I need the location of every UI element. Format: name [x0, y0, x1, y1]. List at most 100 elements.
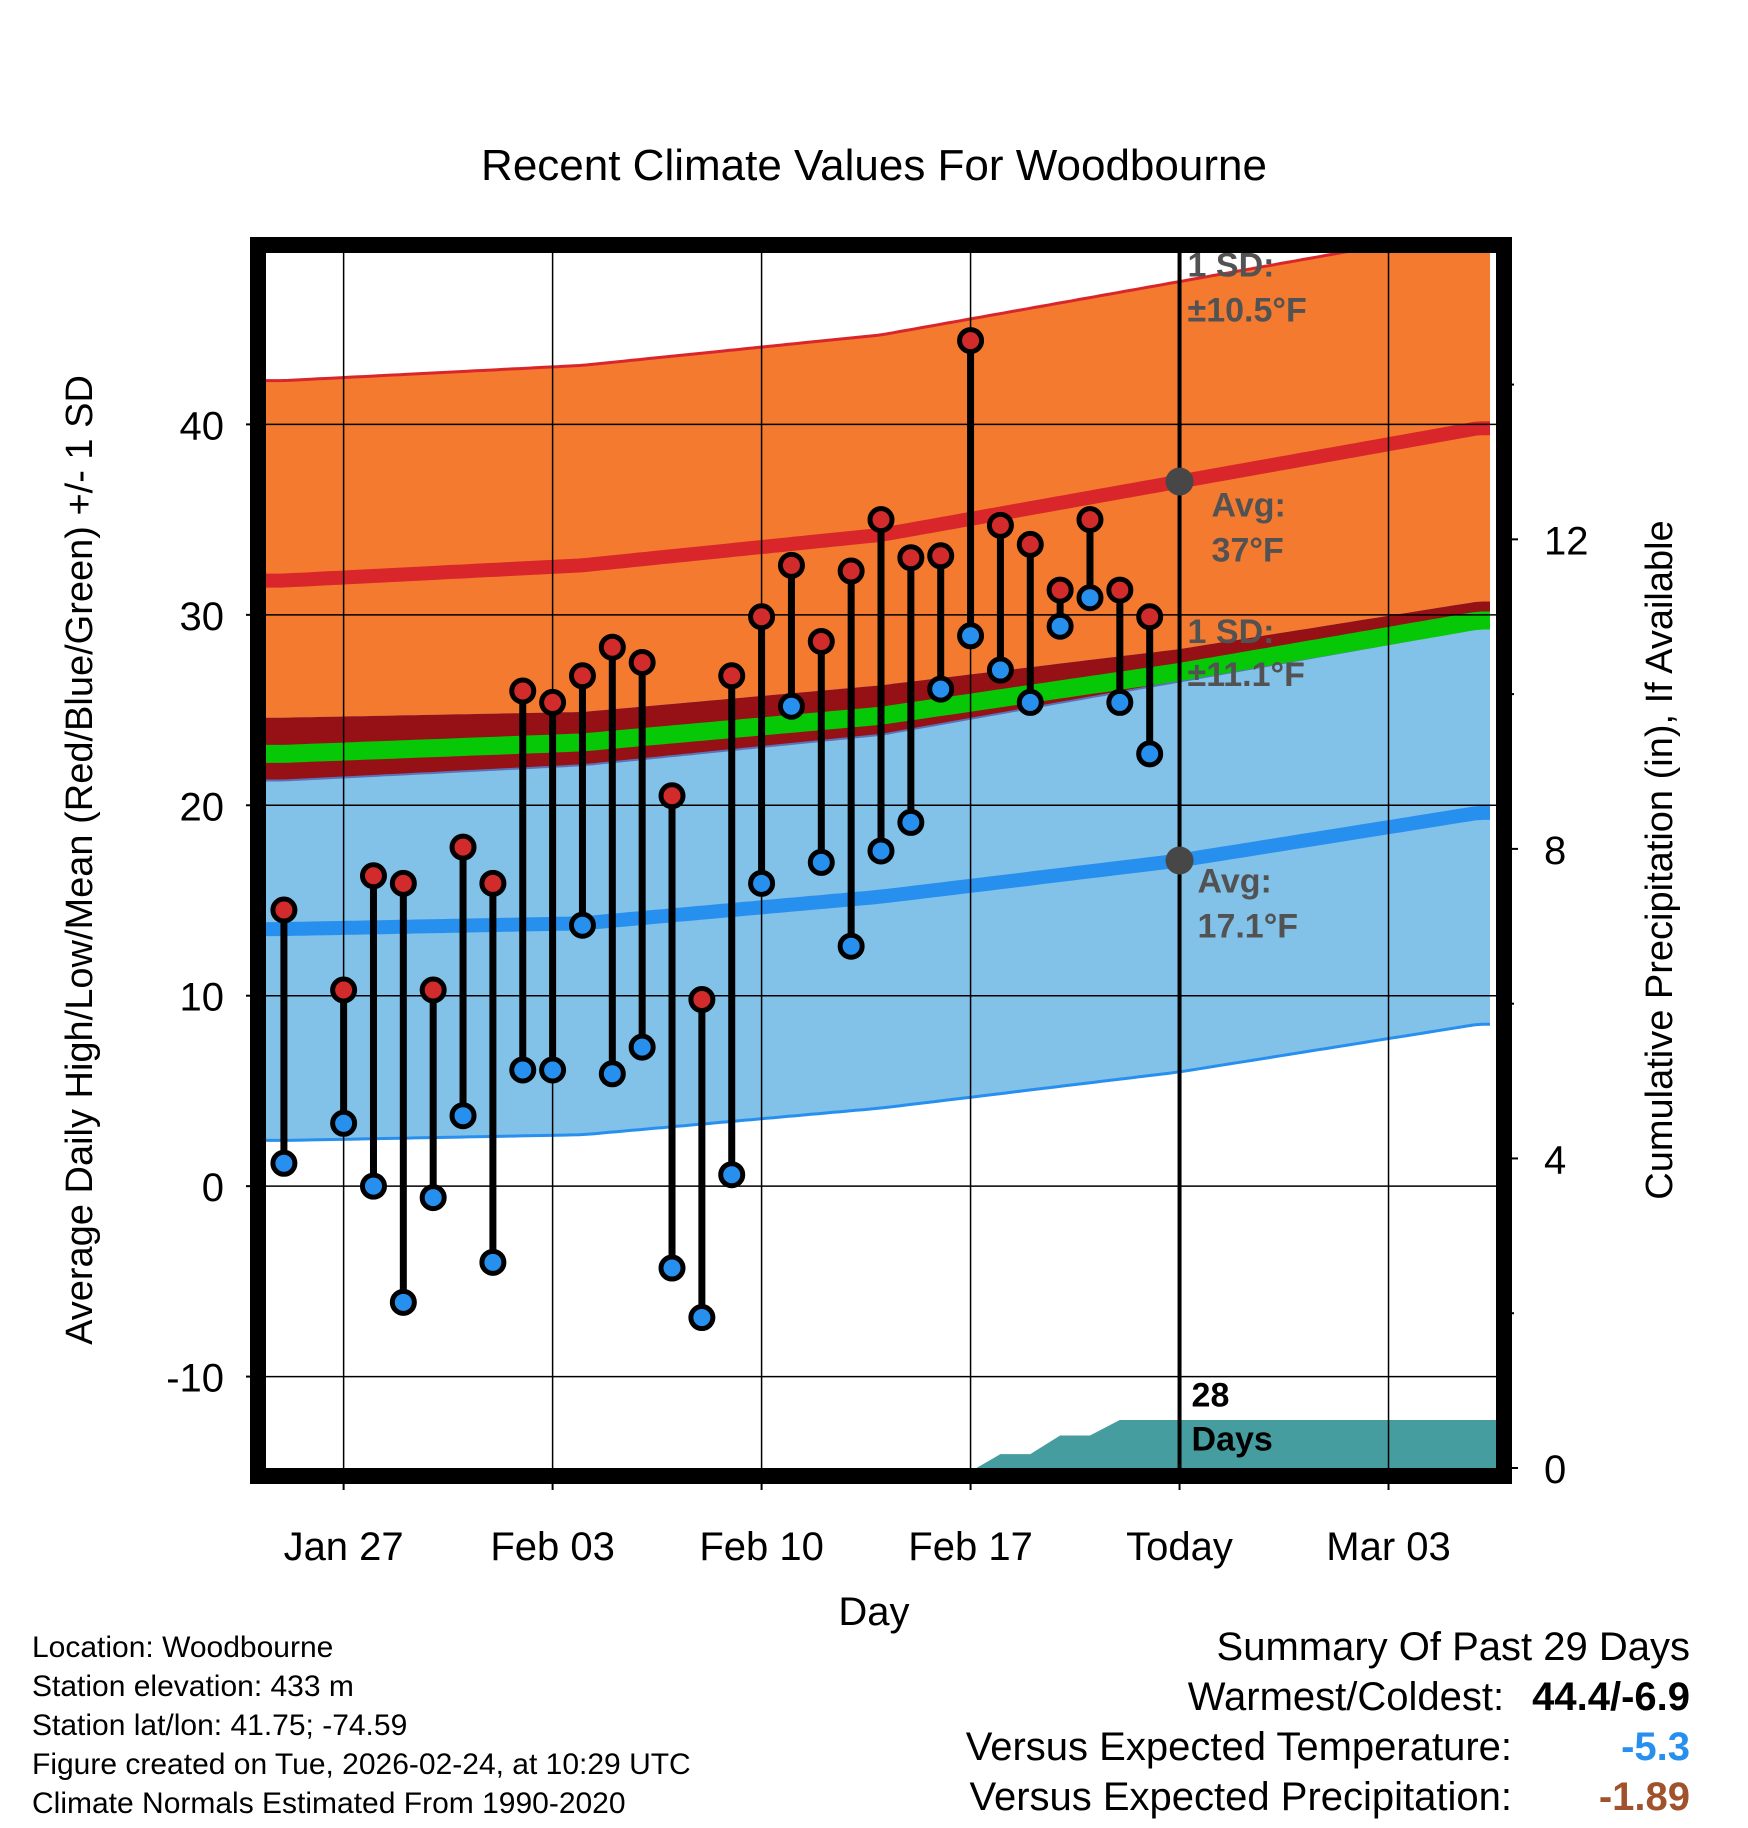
info-created: Figure created on Tue, 2026-02-24, at 10…	[32, 1748, 691, 1781]
today-high-avg-marker	[1165, 467, 1194, 496]
obs-low-point	[1136, 740, 1164, 768]
obs-high-point	[598, 633, 626, 661]
y-tick-label: 40	[180, 404, 225, 448]
obs-low-point	[628, 1033, 656, 1061]
obs-high-point	[419, 976, 447, 1004]
obs-high-point	[927, 542, 955, 570]
obs-high-point	[867, 506, 895, 534]
summary-warmest-label: Warmest/Coldest:	[1187, 1675, 1505, 1719]
cumulative-precip-area	[976, 1420, 1496, 1468]
obs-high-point	[539, 688, 567, 716]
obs-low-point	[509, 1056, 537, 1084]
low-avg-label: Avg:	[1198, 863, 1272, 901]
obs-high-point	[389, 869, 417, 897]
info-latlon: Station lat/lon: 41.75; -74.59	[32, 1709, 408, 1742]
y2-tick-label: 0	[1544, 1448, 1566, 1492]
obs-high-point	[568, 662, 596, 690]
obs-high-point	[359, 862, 387, 890]
obs-low-point	[1106, 688, 1134, 716]
obs-low-point	[1016, 688, 1044, 716]
obs-high-point	[1016, 530, 1044, 558]
summary-warmest-value: 44.4/-6.9	[1532, 1675, 1690, 1719]
obs-low-point	[359, 1172, 387, 1200]
obs-low-point	[568, 911, 596, 939]
x-tick-label: Feb 10	[699, 1525, 824, 1569]
y-axis-label: Average Daily High/Low/Mean (Red/Blue/Gr…	[59, 375, 101, 1345]
obs-high-point	[807, 627, 835, 655]
obs-high-point	[449, 833, 477, 861]
summary-precip-row: Versus Expected Precipitation: -1.89	[966, 1772, 1690, 1822]
plot-area: 1 SD: ±10.5°F Avg: 37°F 1 SD: ±11.1°F Avg: 17.1…	[266, 247, 1496, 1468]
obs-high-point	[777, 551, 805, 579]
x-tick-label: Feb 17	[908, 1525, 1033, 1569]
x-tick-label: Mar 03	[1326, 1525, 1451, 1569]
y-tick-label: 0	[202, 1166, 224, 1210]
obs-low-point	[449, 1102, 477, 1130]
summary-panel: Summary Of Past 29 Days Warmest/Coldest:…	[966, 1622, 1690, 1822]
info-normals: Climate Normals Estimated From 1990-2020	[32, 1787, 626, 1820]
obs-low-point	[688, 1304, 716, 1332]
x-tick-label: Feb 03	[490, 1525, 615, 1569]
obs-high-point	[658, 782, 686, 810]
obs-high-point	[509, 677, 537, 705]
y-tick-label: -10	[166, 1357, 224, 1401]
info-location: Location: Woodbourne	[32, 1631, 334, 1664]
low-sd-label: 1 SD:	[1188, 613, 1275, 651]
obs-high-point	[837, 557, 865, 585]
y-tick-label: 30	[180, 595, 225, 639]
low-normal-line	[266, 805, 1490, 937]
summary-precip-label: Versus Expected Precipitation:	[969, 1775, 1512, 1819]
station-info: Location: Woodbourne Station elevation: …	[32, 1628, 691, 1823]
obs-high-point	[1046, 576, 1074, 604]
obs-low-point	[479, 1248, 507, 1276]
chart-title: Recent Climate Values For Woodbourne	[481, 141, 1267, 190]
plot-border	[250, 237, 1512, 1484]
obs-low-point	[986, 656, 1014, 684]
summary-title: Summary Of Past 29 Days	[1216, 1625, 1690, 1669]
x-tick-label: Jan 27	[284, 1525, 404, 1569]
obs-high-point	[718, 662, 746, 690]
obs-low-point	[837, 932, 865, 960]
obs-high-point	[479, 869, 507, 897]
today-low-avg-marker	[1165, 846, 1194, 875]
obs-low-point	[867, 837, 895, 865]
obs-low-point	[927, 675, 955, 703]
days-count-label: 28	[1192, 1377, 1230, 1415]
obs-high-point	[628, 648, 656, 676]
obs-low-point	[1046, 612, 1074, 640]
low-sd-value: ±11.1°F	[1188, 656, 1305, 694]
high-sd-value: ±10.5°F	[1188, 292, 1307, 330]
low-sd-lower-edge	[266, 1022, 1490, 1142]
obs-low-point	[1076, 584, 1104, 612]
obs-low-point	[419, 1184, 447, 1212]
obs-high-point	[1076, 506, 1104, 534]
obs-high-point	[330, 976, 358, 1004]
y2-tick-label: 8	[1544, 829, 1566, 873]
y2-tick-label: 12	[1544, 519, 1589, 563]
high-sd-upper-edge	[266, 253, 1348, 383]
y-tick-label: 20	[180, 785, 225, 829]
obs-low-point	[748, 869, 776, 897]
summary-temp-row: Versus Expected Temperature: -5.3	[966, 1722, 1690, 1772]
summary-warmest-row: Warmest/Coldest: 44.4/-6.9	[966, 1672, 1690, 1722]
high-avg-label: Avg:	[1212, 487, 1286, 525]
obs-low-point	[539, 1056, 567, 1084]
obs-low-point	[598, 1060, 626, 1088]
summary-temp-value: -5.3	[1621, 1725, 1690, 1769]
x-tick-label: Today	[1126, 1525, 1233, 1569]
obs-high-point	[270, 896, 298, 924]
obs-low-point	[957, 622, 985, 650]
plot-frame	[250, 237, 1512, 1484]
obs-high-point	[688, 986, 716, 1014]
y2-tick-label: 4	[1544, 1138, 1566, 1182]
obs-high-point	[748, 603, 776, 631]
x-axis-label: Day	[838, 1590, 909, 1634]
obs-low-point	[807, 848, 835, 876]
obs-low-point	[330, 1109, 358, 1137]
high-sd-label: 1 SD:	[1188, 247, 1275, 285]
obs-low-point	[777, 692, 805, 720]
y2-axis-label: Cumulative Precipitation (in), If Availa…	[1639, 520, 1681, 1199]
high-avg-value: 37°F	[1212, 532, 1284, 570]
